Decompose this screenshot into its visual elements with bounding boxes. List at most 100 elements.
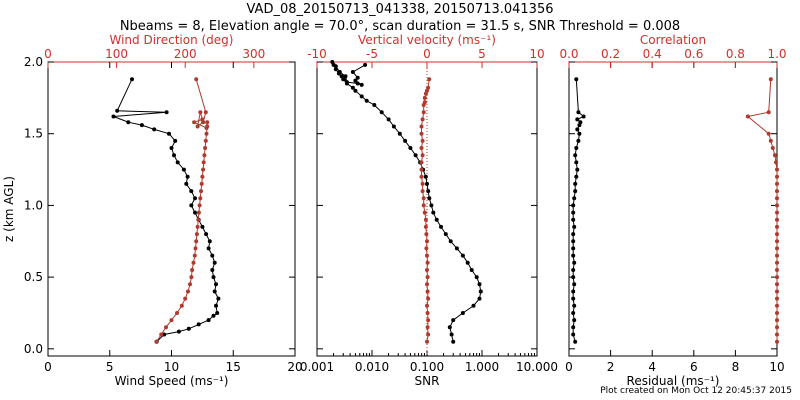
panel-right-black-data-point xyxy=(572,260,577,265)
panel-middle-black-data-point xyxy=(469,268,474,272)
panel-right-red-data-point xyxy=(766,131,771,136)
panel-left-red-data-point xyxy=(201,120,206,125)
panel-right-red-data-point xyxy=(774,160,778,165)
panel-left-black-data-point xyxy=(173,138,178,143)
panel-left-top-axis-label: Wind Direction (deg) xyxy=(110,33,234,47)
panel-right-top-axis-label: Correlation xyxy=(640,33,706,47)
panel-right-black-data-point xyxy=(571,289,576,294)
panel-middle-black-data-point xyxy=(363,62,368,67)
panel-middle-red-data-point xyxy=(425,253,429,258)
panel-middle-black-data-point xyxy=(359,82,364,87)
panel-middle-top-tick-label: 0 xyxy=(423,47,431,61)
panel-right-red-data-point xyxy=(775,332,779,337)
panel-right-black-data-point xyxy=(576,138,581,143)
panel-middle-black-data-point xyxy=(333,64,338,69)
panel-middle-red-data-point xyxy=(425,339,429,344)
panel-middle-black-data-point xyxy=(339,74,344,79)
panel-middle-red-data-point xyxy=(424,232,429,237)
panel-right-red-data-point xyxy=(775,311,779,315)
panel-left-red-data-point xyxy=(195,124,200,129)
panel-right-red-data-point xyxy=(775,339,779,344)
panel-left-black-data-point xyxy=(186,326,191,331)
panel-left-red-data-point xyxy=(199,181,204,186)
panel-middle-red-data-point xyxy=(423,217,428,222)
panel-middle-black-data-point xyxy=(465,260,470,265)
panel-right-red-data-point xyxy=(766,110,771,115)
panel-right-red-series-line xyxy=(746,79,778,342)
panel-left-red-data-point xyxy=(197,203,202,208)
panel-middle-black-data-point xyxy=(478,289,483,294)
panel-left-black-data-point xyxy=(196,322,201,327)
panel-left-black-data-point xyxy=(207,239,212,244)
chart-title: VAD_08_20150713_041338, 20150713.041356 xyxy=(246,2,554,17)
panel-middle-black-data-point xyxy=(449,332,454,337)
panel-middle-black-data-point xyxy=(413,153,418,158)
panel-left-bottom-tick-label: 20 xyxy=(287,360,302,374)
panel-middle-black-data-point xyxy=(408,146,413,150)
panel-middle-black-data-point xyxy=(350,85,355,90)
panel-middle-black-data-point xyxy=(448,239,453,244)
panel-right-red-data-point xyxy=(775,174,779,179)
panel-left-black-data-point xyxy=(215,311,220,315)
panel-left-red-data-point xyxy=(192,253,197,258)
panel-right-bottom-tick-label: 2 xyxy=(607,360,615,374)
panel-right-red-data-point xyxy=(775,203,779,208)
panel-right-black-data-point xyxy=(573,181,578,186)
panel-left-red-data-point xyxy=(200,174,205,179)
panel-right-red-data-point xyxy=(775,232,779,237)
panel-middle-red-data-point xyxy=(426,296,431,301)
plot-credit: Plot created on Mon Oct 12 20:45:37 2015 xyxy=(600,386,792,396)
panel-right-red-data-point xyxy=(768,77,773,82)
panel-left-black-data-point xyxy=(204,232,209,237)
panel-right-black-data-point xyxy=(581,114,586,119)
panel-left-red-data-point xyxy=(186,289,190,294)
panel-left-red-data-point xyxy=(188,282,192,287)
panel-right-top-tick-label: 0.8 xyxy=(726,47,745,61)
panel-left-black-data-point xyxy=(214,282,218,287)
panel-middle-red-data-point xyxy=(420,153,425,158)
panel-left-red-data-point xyxy=(189,275,194,280)
panel-right-bottom-axis-label: Residual (ms⁻¹) xyxy=(627,374,720,388)
panel-left-black-data-point xyxy=(193,210,197,215)
panel-middle-red-data-point xyxy=(425,268,429,272)
panel-right-black-data-point xyxy=(573,189,578,194)
panel-middle-black-data-point xyxy=(355,75,360,80)
panel-right-red-data-point xyxy=(772,153,777,158)
panel-right-red-data-point xyxy=(775,196,779,201)
panel-middle-red-data-point xyxy=(424,246,429,251)
panel-right-bottom-tick-label: 4 xyxy=(648,360,656,374)
panel-right-red-data-point xyxy=(775,260,779,265)
panel-right-black-data-point xyxy=(571,311,576,315)
panel-middle-red-data-point xyxy=(425,325,430,330)
panel-right-black-data-point xyxy=(571,332,576,337)
panel-left-red-data-point xyxy=(169,318,174,323)
panel-right-bottom-tick-label: 8 xyxy=(732,360,740,374)
panel-middle-red-data-point xyxy=(419,131,424,136)
panel-middle-bottom-tick-label: 0.001 xyxy=(300,360,334,374)
panel-middle-red-data-point xyxy=(425,260,430,265)
panel-left-black-series-line xyxy=(113,78,219,343)
panel-middle-black-data-point xyxy=(353,78,358,83)
panel-right-black-data-point xyxy=(571,246,576,251)
panel-left-black-data-point xyxy=(126,120,131,125)
panel-left-black-data-point xyxy=(181,167,186,172)
panel-middle-red-data-point xyxy=(419,146,424,150)
panel-middle-bottom-tick-label: 1.000 xyxy=(465,360,499,374)
panel-left-red-data-point xyxy=(193,246,198,251)
panel-middle-red-data-point xyxy=(426,85,431,90)
panel-left-black-data-point xyxy=(210,268,215,272)
panel-right-black-data-point xyxy=(571,253,576,258)
panel-right-red-data-point xyxy=(775,239,779,244)
panel-middle-red-data-point xyxy=(420,117,425,122)
panel-left-black-data-point xyxy=(176,329,181,334)
panel-right-black-data-point xyxy=(574,77,579,82)
panel-left-black-data-point xyxy=(211,275,216,280)
panel-right-red-data-point xyxy=(775,303,779,308)
panel-left-bottom-tick-label: 15 xyxy=(226,360,241,374)
panel-left-black-data-point xyxy=(162,332,167,337)
panel-left-black-data-point xyxy=(167,131,171,136)
panel-middle-black-data-point xyxy=(333,67,338,72)
panel-middle-black-data-point xyxy=(391,124,396,129)
panel-middle-black-data-point xyxy=(471,303,476,308)
